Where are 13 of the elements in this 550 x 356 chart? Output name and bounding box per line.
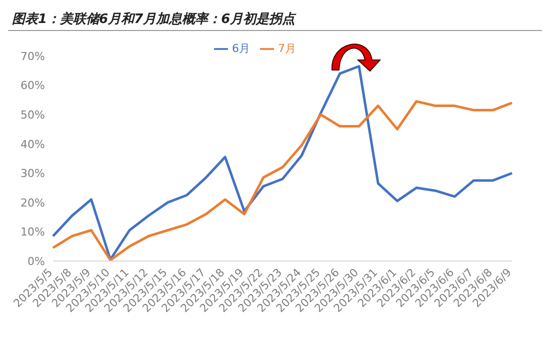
- y-tick-label: 20%: [20, 196, 45, 210]
- y-tick-label: 60%: [20, 79, 45, 92]
- legend-label: 7月: [278, 42, 296, 55]
- y-tick-label: 70%: [20, 50, 45, 63]
- y-tick-label: 0%: [28, 254, 45, 268]
- chart-title: 图表1：美联储6月和7月加息概率：6月初是拐点: [8, 8, 542, 31]
- y-tick-label: 40%: [20, 138, 45, 151]
- y-tick-label: 10%: [20, 226, 45, 239]
- line-series: [52, 100, 514, 261]
- y-tick-label: 30%: [20, 167, 45, 180]
- legend-label: 6月: [232, 42, 250, 55]
- line-series: [52, 65, 514, 261]
- y-tick-label: 50%: [20, 108, 45, 122]
